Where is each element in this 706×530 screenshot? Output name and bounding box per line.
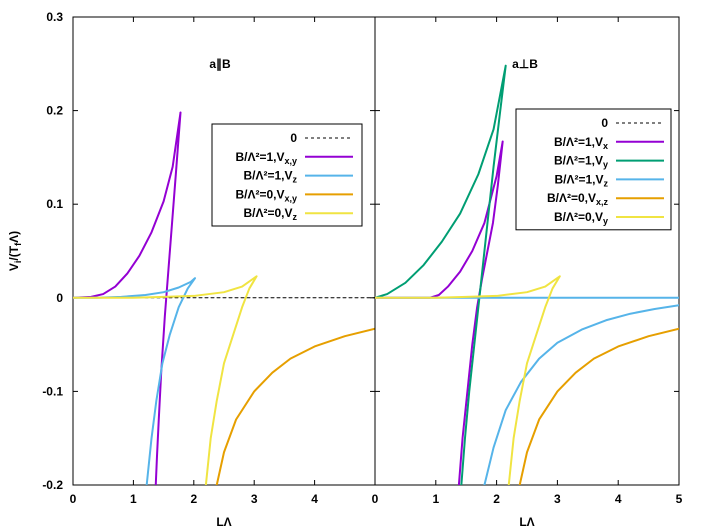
- panel-a-perp-b: 0 1 2 3 4 5 LΛ a⊥B 0 B/Λ²=1,Vx B/Λ²=1,Vy B/Λ²=1,Vz B…: [372, 16, 683, 529]
- series-line: [483, 304, 679, 485]
- legend-label: B/Λ²=0,Vx,z: [547, 191, 609, 207]
- series-line: [375, 64, 507, 485]
- series-line: [518, 327, 679, 485]
- y-tick-label: -0.2: [42, 478, 63, 492]
- x-tick-label: 4: [615, 492, 622, 506]
- x-axis-label: LΛ: [519, 515, 534, 529]
- x-axis-label: LΛ: [216, 515, 231, 529]
- x-tick-label: 3: [251, 492, 258, 506]
- legend: 0 B/Λ²=1,Vx,y B/Λ²=1,Vz B/Λ²=0,Vx,y B/Λ²=0,V…: [211, 123, 363, 227]
- legend-label: B/Λ²=1,Vz: [243, 169, 297, 185]
- legend-label: B/Λ²=0,Vz: [243, 206, 297, 222]
- y-tick-label: -0.1: [42, 384, 63, 398]
- legend-label: B/Λ²=1,Vx,y: [235, 150, 297, 166]
- x-tick-label: 2: [493, 492, 500, 506]
- panel-a-parallel-b: 0 1 2 3 4 -0.2 -0.1 0 0.1 0.2 0.3 LΛ Vi/(TfΛ) a∥B 0 B/Λ…: [7, 10, 376, 529]
- legend-label: 0: [290, 131, 297, 145]
- panel-annotation: a∥B: [209, 57, 231, 71]
- x-tick-label: 2: [190, 492, 197, 506]
- legend-label: B/Λ²=1,Vy: [554, 154, 608, 170]
- legend-box: [515, 108, 672, 231]
- series-group: [73, 111, 375, 485]
- plot-frame: [374, 16, 680, 486]
- series-group: [375, 64, 679, 485]
- x-tick-label: 5: [676, 492, 683, 506]
- y-tick-label: 0: [56, 291, 63, 305]
- series-line: [215, 327, 375, 485]
- y-tick-label: 0.1: [46, 197, 63, 211]
- legend-label: B/Λ²=0,Vy: [554, 210, 608, 226]
- panel-annotation: a⊥B: [512, 57, 538, 71]
- series-line: [375, 275, 561, 485]
- y-axis-label: Vi/(TfΛ): [7, 231, 23, 271]
- y-tick-label: 0.2: [46, 104, 63, 118]
- x-tick-label: 1: [432, 492, 439, 506]
- series-line: [73, 277, 197, 485]
- series-line: [375, 140, 504, 485]
- legend-label: B/Λ²=1,Vz: [554, 172, 608, 188]
- series-line: [73, 275, 258, 485]
- x-tick-label: 0: [70, 492, 77, 506]
- legend: 0 B/Λ²=1,Vx B/Λ²=1,Vy B/Λ²=1,Vz B/Λ²=0,Vx,z B…: [515, 108, 672, 231]
- legend-label: 0: [601, 116, 608, 130]
- series-line: [73, 111, 182, 485]
- x-tick-label: 4: [311, 492, 318, 506]
- x-tick-label: 1: [130, 492, 137, 506]
- y-tick-label: 0.3: [46, 10, 63, 24]
- legend-label: B/Λ²=0,Vx,y: [235, 187, 297, 203]
- legend-label: B/Λ²=1,Vx: [554, 135, 608, 151]
- plot-frame: [72, 16, 376, 486]
- x-tick-label: 0: [372, 492, 379, 506]
- x-tick-label: 3: [554, 492, 561, 506]
